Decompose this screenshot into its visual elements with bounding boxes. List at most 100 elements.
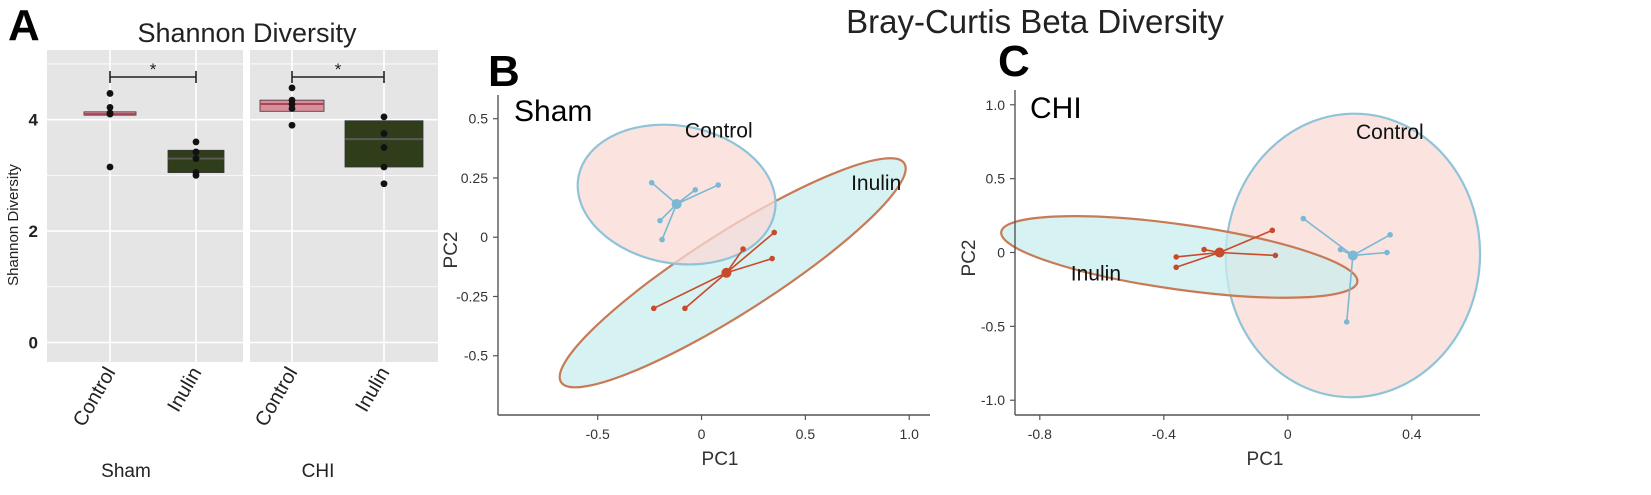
point-control [657,217,663,224]
x-tick-label-control: Control [251,364,302,431]
panel-c-chi-pcoa: C CHI Control Inulin -0.8 -0.4 0 0.4 1.0 0.5 0 -0… [959,37,1482,470]
data-point [380,163,388,171]
point-control [692,187,699,193]
centroid-control [671,199,682,210]
y-tick-label: 0 [29,334,38,353]
facet-label-chi: CHI [302,461,335,482]
spoke-inulin [1175,251,1220,269]
point-inulin [769,255,775,262]
point-inulin [1269,227,1276,234]
x-tick-label: 0.5 [796,426,816,442]
point-control [659,236,665,243]
panel-b-subtitle: Sham [514,95,592,128]
point-inulin [1173,254,1179,260]
spoke-inulin [726,257,773,274]
y-tick-label: 0.5 [986,171,1006,187]
panel-b-plot-area: Control Inulin -0.5 0 0.5 1.0 0.5 0.25 0 -0.25 -0.… [456,95,930,442]
panel-b-label: B [488,47,520,96]
spoke-inulin [1219,251,1276,257]
panel-b-sham-pcoa: B Sham Control Inulin -0.5 0 0.5 1.0 0.5 0.25 0 -… [441,47,930,470]
x-tick-label: 0 [698,426,706,442]
point-inulin [1173,264,1179,271]
facet-background [250,50,438,362]
centroid-control [1347,250,1358,261]
panel-b-xlabel: PC1 [702,449,739,470]
x-tick-label: 0 [1284,426,1292,442]
point-control [1387,231,1393,238]
panel-a-shannon-diversity: A Shannon Diversity Shannon Diversity * … [5,1,438,482]
figure-title: Bray-Curtis Beta Diversity [846,3,1224,40]
x-tick-label: -0.8 [1028,426,1052,442]
panel-a-y-ticks: 0 2 4 [29,111,39,353]
spoke-control [1352,251,1388,257]
point-inulin [1201,246,1207,253]
spoke-control [1352,234,1391,257]
spoke-control [676,184,719,205]
data-point [192,148,200,156]
group-label-control: Control [1356,121,1424,144]
group-label-inulin: Inulin [851,172,901,195]
data-point [288,121,296,129]
spoke-control [1302,217,1354,257]
data-point [380,113,388,121]
panel-a-label: A [8,1,40,50]
spoke-inulin [725,231,775,274]
data-point [192,155,200,163]
y-tick-label: -1.0 [981,392,1005,408]
point-control [648,179,655,186]
y-tick-label: 0.25 [461,170,488,186]
point-control [1300,215,1307,222]
facet-label-sham: Sham [101,461,151,482]
point-inulin [682,305,688,312]
centroid-inulin [1214,247,1225,258]
facet-background [47,50,243,362]
significance-marker: * [335,60,342,79]
data-point [106,110,114,118]
data-point [192,138,200,146]
point-inulin [740,246,746,252]
x-tick-label-inulin: Inulin [351,364,394,416]
y-tick-label: 4 [29,111,39,130]
data-point [106,90,114,97]
point-control [715,182,721,188]
facet-sham: * [47,50,243,362]
y-tick-label: -0.5 [981,318,1005,334]
data-point [288,84,296,92]
group-label-control: Control [685,120,753,143]
panel-a-x-ticks: Control Inulin Control Inulin [69,364,394,431]
point-inulin [1272,252,1279,259]
panel-a-title: Shannon Diversity [137,18,357,48]
spoke-inulin [1219,229,1273,254]
point-inulin [771,229,778,236]
panel-a-ylabel: Shannon Diversity [5,164,22,286]
point-inulin [650,305,657,312]
x-tick-label: 0.4 [1402,426,1422,442]
significance-marker: * [150,60,157,79]
data-point [380,180,388,188]
point-control [1343,319,1350,325]
spoke-inulin [1176,251,1220,258]
y-tick-label: 0 [480,229,488,245]
spoke-inulin [653,272,727,310]
data-point [380,144,388,151]
y-tick-label: 0 [997,245,1005,261]
data-point [192,171,200,179]
group-label-inulin: Inulin [1071,263,1121,286]
x-tick-label: 1.0 [899,426,919,442]
x-tick-label-control: Control [69,364,120,431]
data-point [106,163,114,171]
panel-c-label: C [998,37,1030,86]
x-tick-label-inulin: Inulin [163,364,206,416]
point-control [1384,249,1390,256]
y-tick-label: -0.25 [456,288,488,304]
ellipse-control [576,123,777,266]
panel-c-xlabel: PC1 [1247,449,1284,470]
y-tick-label: 0.5 [469,111,489,127]
panel-c-ylabel: PC2 [959,240,980,277]
data-point [380,130,388,137]
y-tick-label: -0.5 [464,348,488,364]
point-control [1337,246,1344,253]
facet-chi: * [250,50,438,362]
panel-c-plot-area: Control Inulin -0.8 -0.4 0 0.4 1.0 0.5 0 -0.5 -1.0 [981,90,1482,442]
data-point [106,103,114,111]
